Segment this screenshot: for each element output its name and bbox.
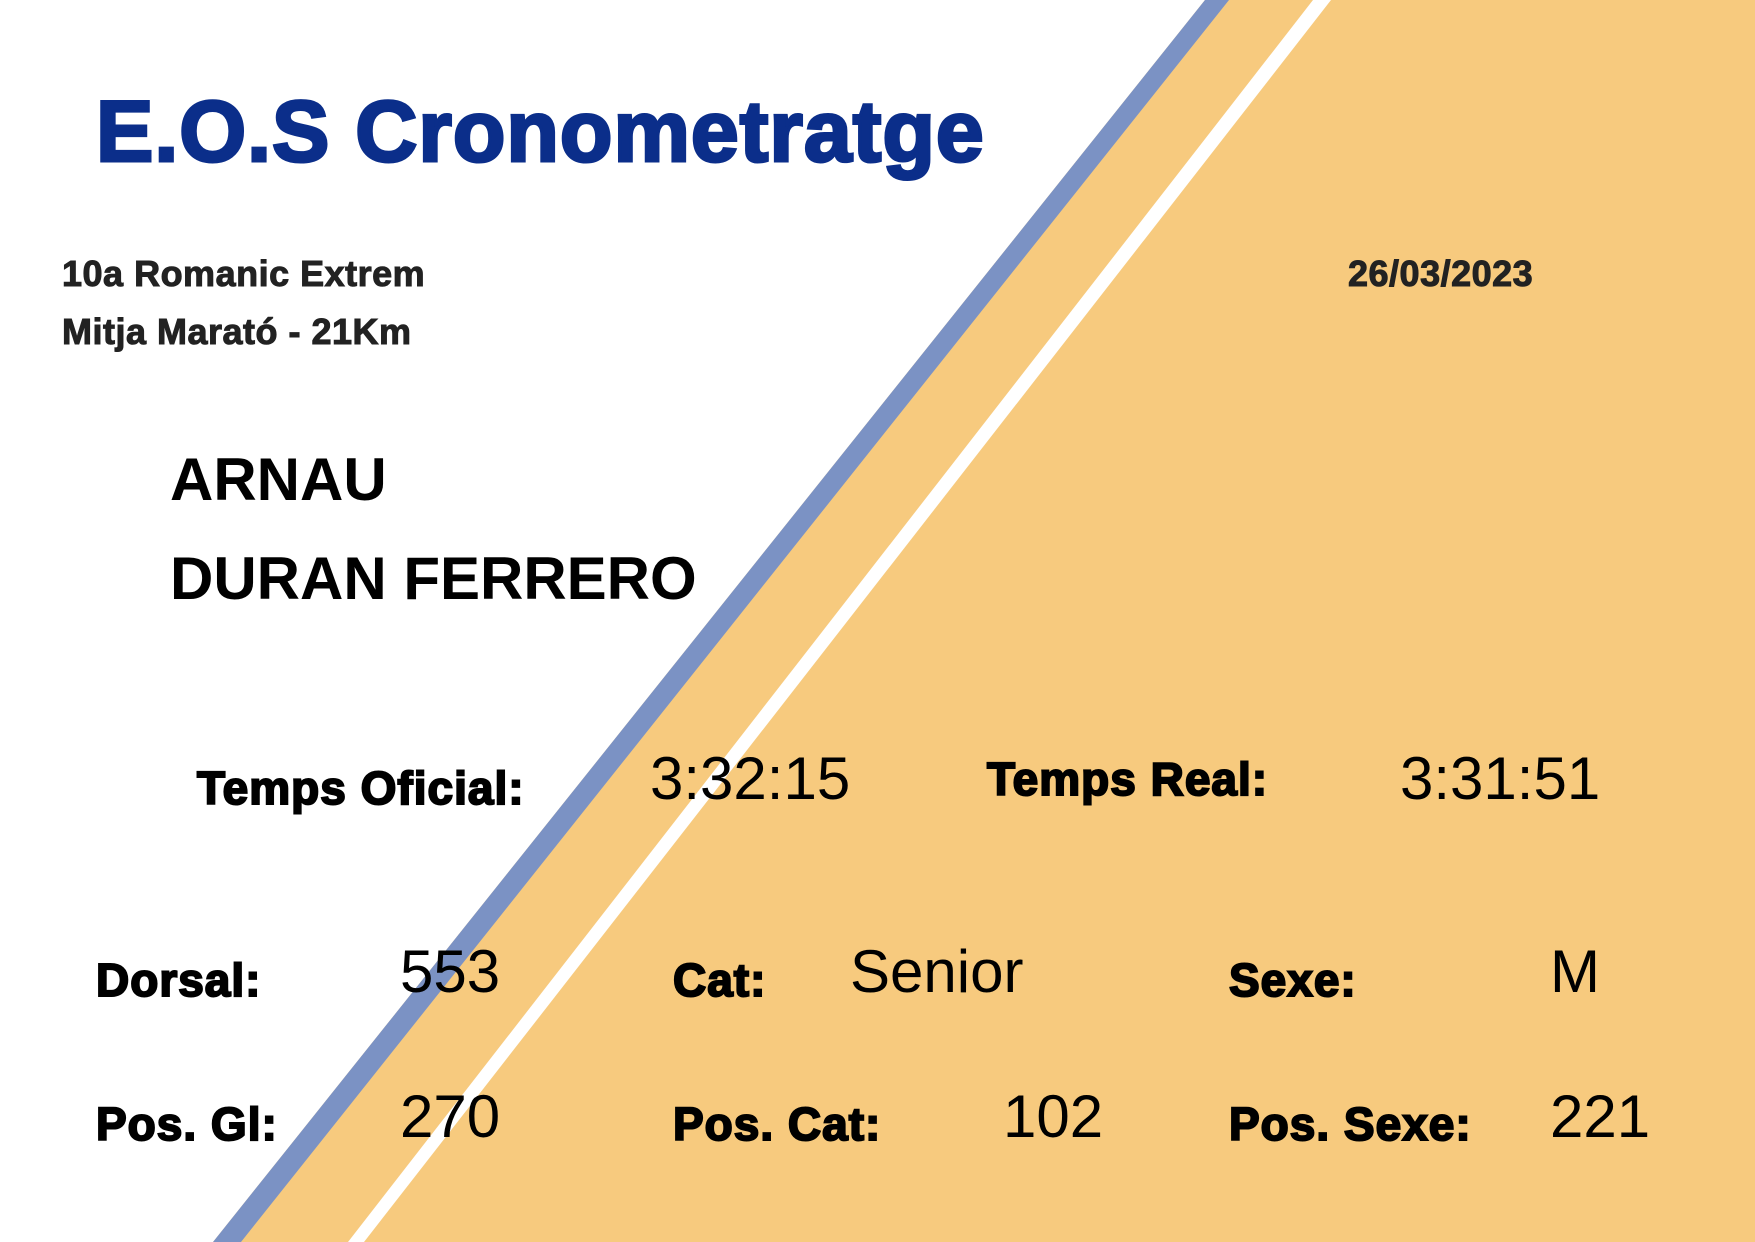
category-label: Cat: bbox=[672, 954, 767, 1006]
orange-panel bbox=[213, 0, 1755, 1242]
overall-position-label: Pos. Gl: bbox=[95, 1098, 278, 1150]
official-time-value: 3:32:15 bbox=[650, 745, 851, 812]
event-date: 26/03/2023 bbox=[1347, 253, 1534, 294]
race-name: Mitja Marató - 21Km bbox=[62, 311, 412, 352]
overall-position-value: 270 bbox=[400, 1083, 501, 1150]
dorsal-label: Dorsal: bbox=[95, 954, 262, 1006]
white-stripe bbox=[348, 0, 1331, 1242]
category-position-value: 102 bbox=[1003, 1083, 1104, 1150]
sex-position-label: Pos. Sexe: bbox=[1228, 1098, 1472, 1150]
sex-value: M bbox=[1550, 938, 1600, 1005]
event-name: 10a Romanic Extrem bbox=[61, 253, 426, 294]
category-value: Senior bbox=[850, 938, 1024, 1005]
category-position-label: Pos. Cat: bbox=[672, 1098, 882, 1150]
blue-stripe bbox=[213, 0, 1229, 1242]
sex-position-value: 221 bbox=[1550, 1083, 1651, 1150]
official-time-label: Temps Oficial: bbox=[196, 762, 525, 814]
dorsal-value: 553 bbox=[400, 938, 501, 1005]
sex-label: Sexe: bbox=[1228, 954, 1357, 1006]
runner-last-name: DURAN FERRERO bbox=[170, 545, 697, 612]
runner-first-name: ARNAU bbox=[170, 446, 387, 513]
real-time-value: 3:31:51 bbox=[1400, 745, 1601, 812]
real-time-label: Temps Real: bbox=[986, 753, 1269, 805]
brand-title: E.O.S Cronometratge bbox=[95, 84, 986, 180]
